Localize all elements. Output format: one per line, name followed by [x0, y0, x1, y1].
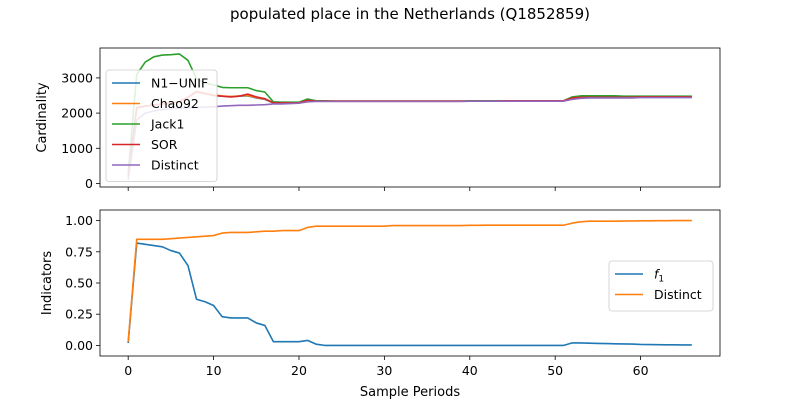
legend-label: f1: [654, 267, 664, 285]
indicators-panel: 0.00 0.25 0.50 0.75 1.00 0 10 20 30 40 50 60 Indicat…: [40, 209, 721, 400]
x-tick-label: 60: [633, 363, 649, 378]
plot-frame: [99, 209, 721, 357]
y-axis-label: Cardinality: [35, 82, 50, 153]
plot-frame: [99, 47, 721, 188]
x-tick-label: 30: [376, 363, 392, 378]
x-tick-label: 0: [124, 363, 132, 378]
y-tick-label: 0.75: [65, 244, 93, 259]
y-tick-label: 2000: [61, 106, 93, 121]
y-tick-label: 3000: [61, 70, 93, 85]
cardinality-panel: 0 1000 2000 3000 Cardinality N1−UNIF Chao92 Jac…: [35, 47, 721, 191]
y-axis-label: Indicators: [40, 251, 55, 315]
legend-label: Chao92: [151, 96, 199, 111]
legend-label: N1−UNIF: [151, 76, 208, 91]
legend-box: [608, 260, 714, 312]
y-tick-label: 0.50: [65, 276, 93, 291]
legend-label: Distinct: [654, 287, 702, 302]
y-tick-label: 0.25: [65, 307, 93, 322]
x-tick-label: 20: [291, 363, 307, 378]
x-tick-label: 50: [547, 363, 563, 378]
y-tick-label: 1000: [61, 141, 93, 156]
legend-label: Jack1: [150, 117, 184, 132]
legend-label: SOR: [151, 137, 178, 152]
figure-title: populated place in the Netherlands (Q185…: [230, 5, 590, 23]
y-tick-label: 0: [85, 176, 93, 191]
series-line-distinct: [127, 219, 692, 342]
series-line-f1: [127, 242, 692, 347]
y-tick-label: 1.00: [65, 213, 93, 228]
series-line-distinct: [127, 96, 692, 181]
legend-label: Distinct: [151, 158, 199, 173]
x-tick-label: 10: [206, 363, 222, 378]
y-tick-label: 0.00: [65, 338, 93, 353]
x-axis-label: Sample Periods: [360, 385, 460, 400]
legend-box: [105, 69, 218, 182]
x-tick-label: 40: [462, 363, 478, 378]
